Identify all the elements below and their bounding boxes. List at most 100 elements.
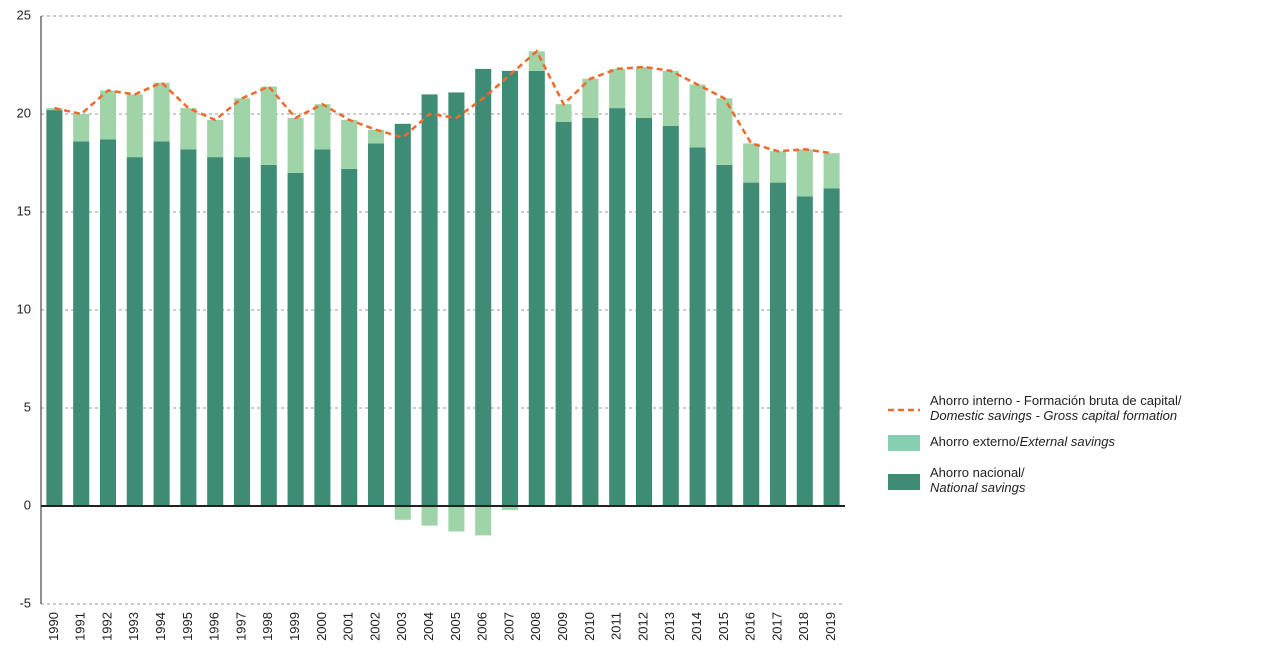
bar — [448, 92, 465, 506]
x-tick-label: 2008 — [528, 612, 543, 641]
bar — [501, 506, 519, 510]
bar — [287, 117, 304, 173]
bar — [287, 172, 304, 507]
x-tick-label: 2013 — [662, 612, 677, 641]
bar — [769, 151, 787, 183]
bar — [555, 104, 572, 122]
legend-text: Ahorro nacional/ — [930, 465, 1025, 480]
x-tick-label: 2012 — [635, 612, 650, 641]
x-tick-label: 2011 — [609, 612, 624, 640]
legend-text: External savings — [1020, 434, 1116, 449]
bar — [99, 90, 117, 140]
legend-label: Ahorro externo/External savings — [930, 434, 1115, 449]
x-tick-label: 2003 — [394, 612, 409, 641]
x-tick-label: 1998 — [260, 612, 275, 641]
y-tick-label: 0 — [24, 497, 31, 512]
bar — [341, 168, 358, 506]
x-tick-label: 2006 — [475, 612, 490, 641]
x-tick-label: 2010 — [582, 612, 597, 641]
y-tick-label: 25 — [17, 7, 31, 22]
bar — [394, 123, 411, 507]
x-tick-label: 2014 — [689, 612, 704, 641]
bar — [153, 82, 170, 142]
bar — [367, 129, 385, 144]
bar — [126, 94, 143, 158]
legend-swatch — [888, 474, 920, 490]
bar — [260, 86, 277, 165]
bar — [716, 164, 733, 506]
bar — [448, 506, 465, 532]
bar — [555, 121, 572, 506]
y-tick-label: 10 — [17, 301, 31, 316]
y-tick-label: 20 — [17, 105, 31, 120]
x-tick-label: 2016 — [743, 612, 758, 641]
bar — [99, 139, 117, 507]
bar — [823, 188, 840, 507]
bar — [823, 153, 840, 189]
legend-text: Ahorro externo/ — [930, 434, 1020, 449]
x-tick-label: 2000 — [314, 612, 329, 641]
bar — [233, 98, 251, 158]
legend-swatch — [888, 435, 920, 451]
bar — [769, 182, 787, 506]
x-tick-label: 1994 — [153, 612, 168, 641]
bar — [528, 51, 545, 71]
bar — [180, 108, 197, 150]
bar — [582, 78, 599, 118]
bar — [662, 70, 679, 126]
x-tick-label: 1990 — [46, 612, 61, 641]
bar — [73, 141, 90, 506]
legend-label: Ahorro interno - Formación bruta de capi… — [930, 393, 1182, 423]
x-tick-label: 1992 — [99, 612, 114, 641]
bar — [796, 196, 813, 506]
bar — [501, 70, 519, 506]
x-tick-label: 1993 — [126, 612, 141, 641]
x-tick-label: 1991 — [73, 612, 88, 641]
bar — [689, 84, 706, 148]
bar — [233, 157, 251, 506]
y-tick-label: 5 — [24, 399, 31, 414]
bar — [207, 157, 224, 506]
bar — [153, 141, 170, 506]
x-tick-label: 2004 — [421, 612, 436, 641]
x-tick-label: 2002 — [367, 612, 382, 641]
legend-text: National savings — [930, 480, 1026, 495]
bar — [662, 125, 679, 506]
bar — [609, 108, 626, 507]
bar — [609, 68, 626, 109]
x-tick-label: 2019 — [823, 612, 838, 641]
bar — [475, 506, 492, 536]
bar — [716, 98, 733, 165]
bar — [796, 149, 813, 197]
bar — [126, 157, 143, 506]
bar — [260, 164, 277, 506]
bar — [743, 143, 760, 183]
x-tick-label: 2015 — [716, 612, 731, 641]
line — [54, 49, 832, 155]
bar — [528, 70, 545, 506]
legend-text: Ahorro interno - Formación bruta de capi… — [930, 393, 1182, 408]
x-tick-label: 1997 — [233, 612, 248, 641]
bar — [314, 104, 331, 150]
legend-label: Ahorro nacional/National savings — [930, 465, 1026, 495]
bar — [421, 506, 438, 526]
bar — [421, 94, 438, 507]
y-tick-label: -5 — [19, 595, 31, 610]
bar — [394, 506, 411, 520]
bar — [582, 117, 599, 507]
bar — [207, 119, 224, 158]
x-tick-label: 2018 — [796, 612, 811, 641]
x-tick-label: 2001 — [341, 612, 356, 641]
bar — [743, 182, 760, 506]
bar — [73, 114, 90, 142]
x-tick-label: 2007 — [501, 612, 516, 641]
x-tick-label: 1999 — [287, 612, 302, 641]
x-tick-label: 2005 — [448, 612, 463, 641]
bar — [341, 119, 358, 169]
bar — [180, 149, 197, 506]
bar — [635, 117, 653, 507]
bar — [635, 66, 653, 118]
x-tick-label: 1995 — [180, 612, 195, 641]
bar — [314, 149, 331, 506]
